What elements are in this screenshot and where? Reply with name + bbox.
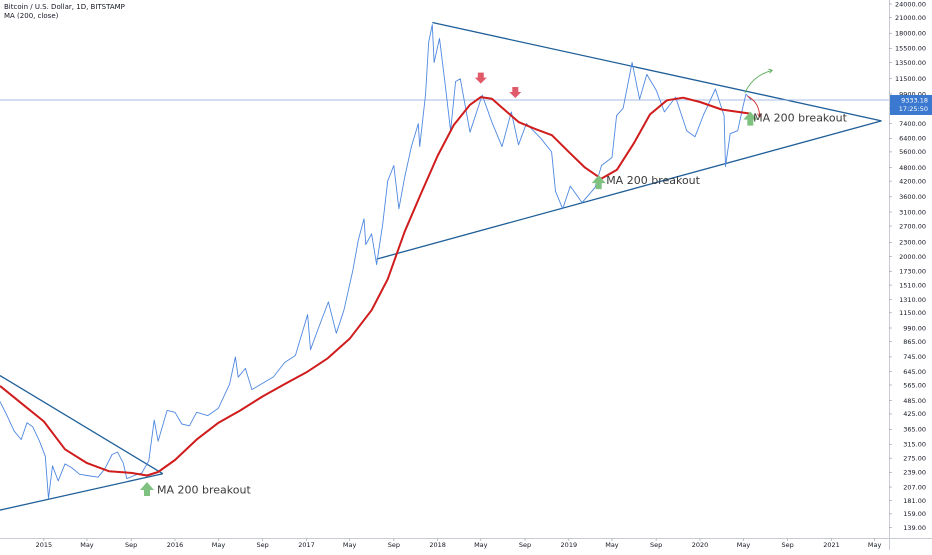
y-tick-label: 13500.00 xyxy=(895,59,926,67)
up-arrow xyxy=(743,111,758,126)
down-arrow xyxy=(509,87,522,98)
y-tick-label: 2000.00 xyxy=(899,253,926,261)
x-tick-label: May xyxy=(212,541,226,549)
down-arrow xyxy=(474,72,487,84)
last-price-badge xyxy=(890,94,932,115)
y-tick-label: 139.00 xyxy=(903,524,926,532)
y-tick-label: 425.00 xyxy=(903,410,926,418)
price-line[interactable] xyxy=(0,24,752,499)
x-tick-label: 2015 xyxy=(36,541,53,549)
scenario-down-arrowhead xyxy=(757,113,763,118)
x-tick-label: May xyxy=(474,541,488,549)
x-tick-label: 2019 xyxy=(561,541,578,549)
x-tick-label: 2020 xyxy=(692,541,709,549)
up-arrow xyxy=(140,482,154,496)
y-tick-label: 5600.00 xyxy=(899,148,926,156)
y-tick-label: 2700.00 xyxy=(899,222,926,230)
y-tick-label: 159.00 xyxy=(903,510,926,518)
y-tick-label: 1310.00 xyxy=(899,296,926,304)
x-tick-label: Sep xyxy=(125,541,137,549)
y-tick-label: 1730.00 xyxy=(899,268,926,276)
ma-200-line[interactable] xyxy=(0,96,752,477)
triangle-2018-lower[interactable] xyxy=(376,120,882,260)
y-tick-label: 24000.00 xyxy=(895,0,926,8)
y-tick-label: 7400.00 xyxy=(899,120,926,128)
y-tick-label: 18000.00 xyxy=(895,30,926,38)
y-tick-label: 11500.00 xyxy=(895,75,926,83)
y-tick-label: 565.00 xyxy=(903,381,926,389)
triangle-2014-lower[interactable] xyxy=(0,473,163,511)
y-tick-label: 207.00 xyxy=(903,483,926,491)
y-tick-label: 2300.00 xyxy=(899,239,926,247)
annotation-ma200-breakout: MA 200 breakout xyxy=(606,174,700,187)
x-tick-label: 2017 xyxy=(298,541,315,549)
y-tick-label: 4800.00 xyxy=(899,164,926,172)
bar-countdown: 17:25:50 xyxy=(899,105,928,113)
last-price-value: 9333.18 xyxy=(901,96,928,104)
chart-title: Bitcoin / U.S. Dollar, 1D, BITSTAMP xyxy=(4,3,125,11)
indicator-label: MA (200, close) xyxy=(4,12,59,20)
x-tick-label: May xyxy=(605,541,619,549)
y-tick-label: 6400.00 xyxy=(899,135,926,143)
y-tick-label: 315.00 xyxy=(903,441,926,449)
annotation-ma200-breakout: MA 200 breakout xyxy=(157,484,251,497)
annotation-ma200-breakout: MA 200 breakout xyxy=(753,112,847,125)
y-tick-label: 21000.00 xyxy=(895,14,926,22)
y-tick-label: 745.00 xyxy=(903,353,926,361)
y-tick-label: 9900.00 xyxy=(899,90,926,98)
x-tick-label: Sep xyxy=(519,541,531,549)
y-tick-label: 365.00 xyxy=(903,426,926,434)
y-tick-label: 485.00 xyxy=(903,397,926,405)
x-tick-label: May xyxy=(80,541,94,549)
triangle-2014-upper[interactable] xyxy=(0,375,164,475)
scenario-down-path xyxy=(747,95,761,117)
y-tick-label: 865.00 xyxy=(903,338,926,346)
x-tick-label: May xyxy=(868,541,882,549)
x-tick-label: Sep xyxy=(257,541,269,549)
x-tick-label: May xyxy=(737,541,751,549)
y-tick-label: 181.00 xyxy=(903,497,926,505)
x-tick-label: Sep xyxy=(650,541,662,549)
x-tick-label: Sep xyxy=(388,541,400,549)
y-tick-label: 4200.00 xyxy=(899,177,926,185)
x-tick-label: 2016 xyxy=(167,541,184,549)
y-tick-label: 15500.00 xyxy=(895,45,926,53)
scenario-up-arrowhead xyxy=(768,68,774,74)
y-tick-label: 990.00 xyxy=(903,324,926,332)
y-tick-label: 275.00 xyxy=(903,454,926,462)
y-tick-label: 3600.00 xyxy=(899,193,926,201)
y-tick-label: 1510.00 xyxy=(899,281,926,289)
scenario-up-path xyxy=(744,69,773,94)
up-arrow xyxy=(591,175,606,190)
y-tick-label: 645.00 xyxy=(903,368,926,376)
x-tick-label: May xyxy=(343,541,357,549)
triangle-2018-upper[interactable] xyxy=(432,21,882,122)
y-tick-label: 239.00 xyxy=(903,469,926,477)
y-tick-label: 1150.00 xyxy=(899,309,926,317)
x-tick-label: Sep xyxy=(782,541,794,549)
x-tick-label: 2018 xyxy=(429,541,446,549)
x-tick-label: 2021 xyxy=(823,541,840,549)
y-tick-label: 3100.00 xyxy=(899,208,926,216)
